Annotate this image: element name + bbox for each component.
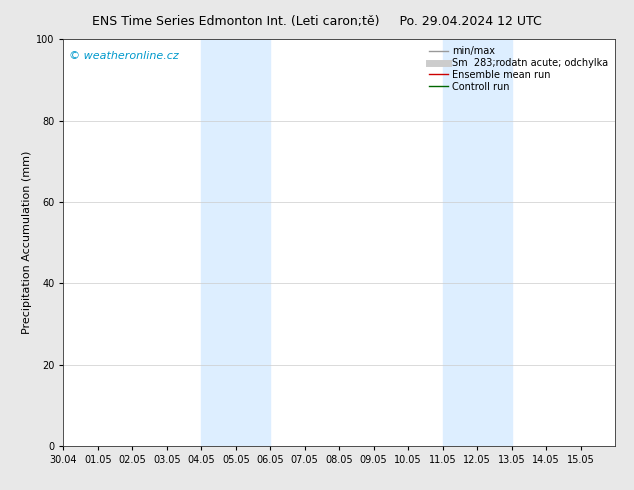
Bar (202, 39, 270, 446)
Text: ENS Time Series Edmonton Int. (Leti caron;tě)     Po. 29.04.2024 12 UTC: ENS Time Series Edmonton Int. (Leti caro… (92, 15, 542, 28)
Legend: min/max, Sm  283;rodatn acute; odchylka, Ensemble mean run, Controll run: min/max, Sm 283;rodatn acute; odchylka, … (427, 44, 610, 94)
Bar (443, 39, 512, 446)
Y-axis label: Precipitation Accumulation (mm): Precipitation Accumulation (mm) (22, 151, 32, 334)
Text: © weatheronline.cz: © weatheronline.cz (69, 51, 179, 61)
